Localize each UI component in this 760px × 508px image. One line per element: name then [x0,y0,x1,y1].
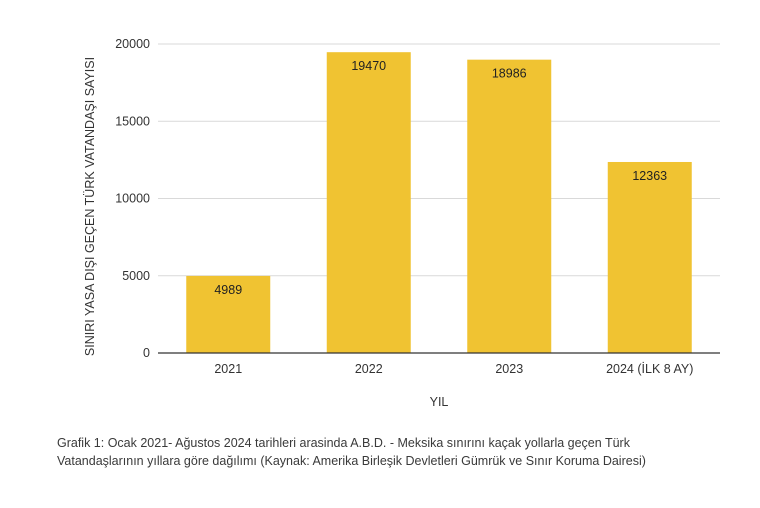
x-tick-label: 2022 [355,362,383,376]
bar [467,59,552,354]
y-tick-label: 0 [143,346,150,360]
y-tick-label: 20000 [115,37,150,51]
y-axis-title: SINIRI YASA DIŞI GEÇEN TÜRK VATANDAŞI SA… [83,57,97,356]
bar-data-label: 19470 [351,59,386,73]
y-tick-label: 15000 [115,114,150,128]
bar-data-label: 4989 [214,283,242,297]
x-tick-label: 2024 (İLK 8 AY) [606,362,693,376]
bar [326,52,411,353]
y-tick-label: 5000 [122,269,150,283]
x-axis-ticks: 2021 2022 2023 2024 (İLK 8 AY) [214,362,693,376]
figure-caption: Grafik 1: Ocak 2021- Ağustos 2024 tarihl… [57,434,717,470]
caption-line-2: Vatandaşlarının yıllara göre dağılımı (K… [57,454,646,468]
bar [607,161,692,353]
caption-line-1: Grafik 1: Ocak 2021- Ağustos 2024 tarihl… [57,436,630,450]
x-axis-title: YIL [430,395,449,409]
x-tick-label: 2021 [214,362,242,376]
bar [186,275,271,353]
y-axis-ticks: 0 5000 10000 15000 20000 [115,37,150,360]
bar-chart: 0 5000 10000 15000 20000 4989 19470 18986 12363… [83,37,720,409]
bar-data-label: 12363 [632,169,667,183]
x-tick-label: 2023 [495,362,523,376]
bars: 4989 19470 18986 12363 [186,52,692,354]
y-tick-label: 10000 [115,192,150,206]
bar-data-label: 18986 [492,67,527,81]
